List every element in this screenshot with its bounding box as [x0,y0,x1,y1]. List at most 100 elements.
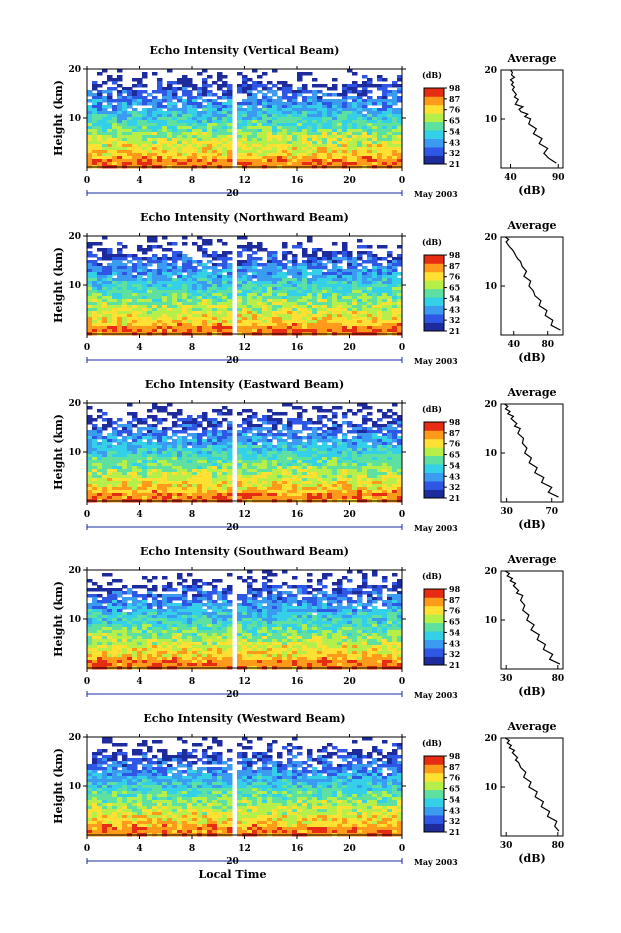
heatmap-cell [337,272,343,276]
heatmap-cell [382,90,388,94]
heatmap-cell [237,296,243,300]
heatmap-cell [217,475,223,479]
heatmap-cell [327,105,333,109]
heatmap-cell [342,436,348,440]
heatmap-cell [122,463,128,467]
heatmap-cell [112,99,118,103]
heatmap-cell [92,99,98,103]
heatmap-cell [272,320,278,324]
heatmap-cell [92,433,98,437]
heatmap-cell [367,490,373,494]
heatmap-cell [392,427,398,431]
heatmap-cell [247,296,253,300]
heatmap-cell [167,108,173,112]
heatmap-cell [262,472,268,476]
heatmap-cell [297,421,303,425]
heatmap-cell [252,123,258,127]
heatmap-cell [107,329,113,333]
heatmap-cell [252,162,258,166]
heatmap-cell [157,281,163,285]
heatmap-cell [262,96,268,100]
heatmap-cell [217,72,223,76]
heatmap-cell [302,72,308,76]
heatmap-cell [387,162,393,166]
heatmap-cell [377,162,383,166]
heatmap-cell [327,254,333,258]
heatmap-cell [147,433,153,437]
heatmap-cell [362,481,368,485]
heatmap-cell [392,141,398,145]
heatmap-cell [87,433,93,437]
heatmap-cell [352,162,358,166]
heatmap-cell [257,472,263,476]
heatmap-cell [387,326,393,330]
heatmap-cell [187,93,193,97]
heatmap-cell [137,162,143,166]
heatmap-cell [207,463,213,467]
heatmap-cell [282,439,288,443]
heatmap-cell [262,84,268,88]
heatmap-cell [237,141,243,145]
heatmap-cell [287,299,293,303]
heatmap-cell [337,430,343,434]
heatmap-cell [332,135,338,139]
heatmap-cell [262,469,268,473]
heatmap-cell [252,114,258,118]
heatmap-cell [157,293,163,297]
heatmap-cell [197,96,203,100]
heatmap-cell [357,490,363,494]
heatmap-cell [227,269,233,273]
heatmap-cell [382,305,388,309]
heatmap-cell [297,415,303,419]
heatmap-cell [117,254,123,258]
heatmap-cell [392,147,398,151]
heatmap-cell [362,406,368,410]
heatmap-cell [212,278,218,282]
heatmap-cell [172,150,178,154]
heatmap-cell [292,481,298,485]
heatmap-cell [207,475,213,479]
heatmap-cell [297,263,303,267]
heatmap-cell [322,251,328,255]
heatmap-cell [277,454,283,458]
heatmap-cell [107,123,113,127]
heatmap-cell [352,451,358,455]
heatmap-cell [347,272,353,276]
heatmap-cell [102,99,108,103]
heatmap-cell [177,150,183,154]
heatmap-cell [272,117,278,121]
heatmap-cell [242,481,248,485]
heatmap-cell [187,123,193,127]
heatmap-cell [92,159,98,163]
heatmap-cell [137,448,143,452]
heatmap-cell [182,269,188,273]
heatmap-cell [277,481,283,485]
heatmap-cell [172,311,178,315]
heatmap-cell [127,466,133,470]
heatmap-cell [322,272,328,276]
heatmap-cell [257,75,263,79]
heatmap-cell [387,144,393,148]
heatmap-cell [222,123,228,127]
heatmap-cell [212,108,218,112]
heatmap-cell [162,323,168,327]
heatmap-cell [312,272,318,276]
heatmap-cell [157,90,163,94]
heatmap-cell [167,317,173,321]
heatmap-cell [312,302,318,306]
heatmap-cell [337,457,343,461]
heatmap-cell [312,430,318,434]
heatmap-cell [347,463,353,467]
heatmap-cell [187,81,193,85]
heatmap-cell [207,153,213,157]
heatmap-cell [127,290,133,294]
heatmap-cell [262,415,268,419]
heatmap-cell [242,323,248,327]
heatmap-cell [137,135,143,139]
heatmap-cell [362,403,368,407]
heatmap-cell [162,260,168,264]
heatmap-cell [222,311,228,315]
heatmap-cell [347,114,353,118]
heatmap-cell [157,269,163,273]
heatmap-cell [267,308,273,312]
